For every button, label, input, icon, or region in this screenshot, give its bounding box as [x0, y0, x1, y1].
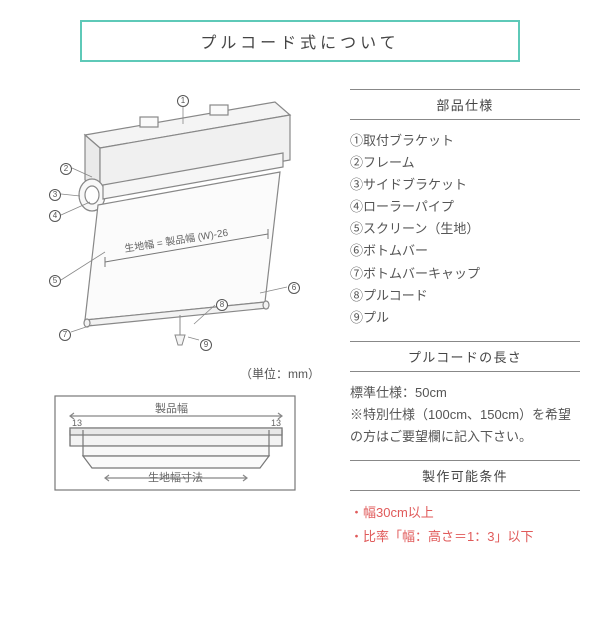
- callout-5: 5: [49, 275, 61, 287]
- parts-list: ①取付ブラケット②フレーム③サイドブラケット④ローラーパイプ⑤スクリーン（生地）…: [350, 130, 580, 329]
- parts-item: ⑦ボトムバーキャップ: [350, 263, 580, 285]
- callout-3: 3: [49, 189, 61, 201]
- right-column: 部品仕様 ①取付ブラケット②フレーム③サイドブラケット④ローラーパイプ⑤スクリー…: [350, 77, 580, 548]
- callout-6: 6: [288, 282, 300, 294]
- content-row: 生地幅 = 製品幅 (W)-26 123456789 （単位：mm）: [0, 77, 600, 548]
- callout-1: 1: [177, 95, 189, 107]
- margin-left-text: 13: [72, 418, 82, 428]
- main-diagram: 生地幅 = 製品幅 (W)-26 123456789: [20, 77, 320, 357]
- condition-item: ・比率「幅：高さ＝1：3」以下: [350, 525, 580, 548]
- callout-4: 4: [49, 210, 61, 222]
- unit-label: （単位：mm）: [20, 365, 320, 382]
- title-box: プルコード式について: [80, 20, 520, 62]
- parts-item: ⑨プル: [350, 307, 580, 329]
- cord-length-line1: 標準仕様：50cm: [350, 382, 580, 404]
- callout-9: 9: [200, 339, 212, 351]
- cord-length-line2: ※特別仕様（100cm、150cm）を希望の方はご要望欄に記入下さい。: [350, 404, 580, 448]
- cord-length-text: 標準仕様：50cm ※特別仕様（100cm、150cm）を希望の方はご要望欄に記…: [350, 382, 580, 448]
- left-column: 生地幅 = 製品幅 (W)-26 123456789 （単位：mm）: [20, 77, 330, 548]
- parts-item: ⑥ボトムバー: [350, 240, 580, 262]
- callout-8: 8: [216, 299, 228, 311]
- callout-2: 2: [60, 163, 72, 175]
- page-title: プルコード式について: [200, 35, 399, 52]
- parts-item: ②フレーム: [350, 152, 580, 174]
- parts-header: 部品仕様: [350, 89, 580, 120]
- parts-item: ③サイドブラケット: [350, 174, 580, 196]
- parts-item: ④ローラーパイプ: [350, 196, 580, 218]
- condition-item: ・幅30cm以上: [350, 501, 580, 524]
- fabric-dim-text: 生地幅寸法: [148, 470, 203, 484]
- conditions-list: ・幅30cm以上・比率「幅：高さ＝1：3」以下: [350, 501, 580, 548]
- parts-item: ⑤スクリーン（生地）: [350, 218, 580, 240]
- margin-right-text: 13: [271, 418, 281, 428]
- conditions-header: 製作可能条件: [350, 460, 580, 491]
- bottom-diagram: 製品幅 13 13 生地幅寸法: [30, 386, 320, 496]
- product-width-text: 製品幅: [155, 401, 188, 415]
- cord-length-header: プルコードの長さ: [350, 341, 580, 372]
- parts-item: ⑧プルコード: [350, 285, 580, 307]
- parts-item: ①取付ブラケット: [350, 130, 580, 152]
- callout-7: 7: [59, 329, 71, 341]
